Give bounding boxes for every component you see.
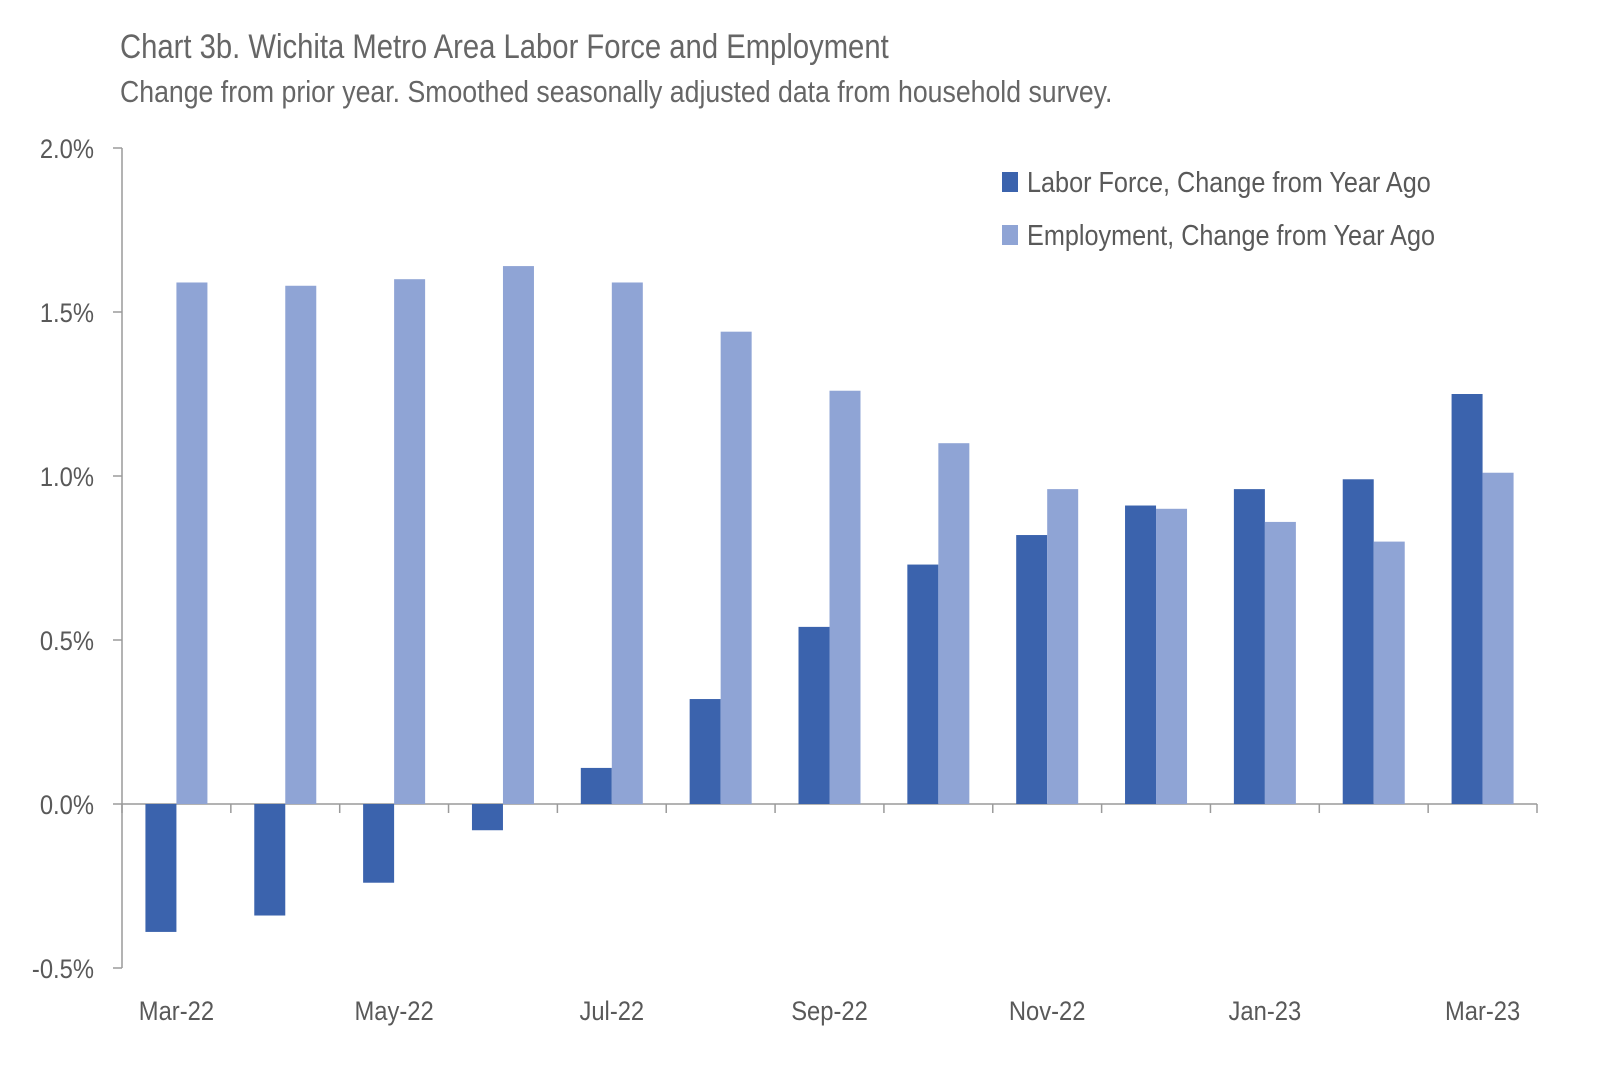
x-tick-label: Sep-22 xyxy=(791,997,868,1027)
labor-force-bar xyxy=(145,804,177,932)
x-tick-label: Mar-23 xyxy=(1445,997,1520,1027)
y-tick-label: 1.0% xyxy=(40,463,94,493)
labor-force-bar xyxy=(580,767,612,804)
x-tick-label: May-22 xyxy=(355,997,434,1027)
y-tick-label: 0.0% xyxy=(40,791,94,821)
employment-bar xyxy=(502,266,534,805)
employment-bar xyxy=(829,390,861,804)
legend-label: Employment, Change from Year Ago xyxy=(1027,218,1435,251)
x-tick-label: Mar-22 xyxy=(139,997,214,1027)
y-tick-label: -0.5% xyxy=(32,955,94,985)
employment-bar xyxy=(394,279,426,804)
legend: Labor Force, Change from Year Ago Employm… xyxy=(1002,165,1435,251)
labor-force-bar xyxy=(1451,394,1483,804)
employment-bar xyxy=(720,331,752,804)
labor-force-bar xyxy=(254,804,286,916)
x-tick-label: Jan-23 xyxy=(1229,997,1302,1027)
employment-bar xyxy=(285,285,317,804)
y-tick-label: 2.0% xyxy=(40,135,94,165)
employment-bar xyxy=(176,282,208,805)
labor-force-bar xyxy=(1125,505,1157,804)
labor-force-bar xyxy=(1342,479,1374,804)
labor-force-bar xyxy=(363,804,395,883)
labor-force-bar xyxy=(907,564,939,804)
labor-force-bar xyxy=(798,626,830,804)
legend-label: Labor Force, Change from Year Ago xyxy=(1027,165,1431,198)
y-tick-label: 0.5% xyxy=(40,627,94,657)
employment-bar xyxy=(1264,521,1296,804)
employment-bar xyxy=(611,282,643,805)
labor-force-bar xyxy=(471,804,503,831)
x-axis-ticks: Mar-22 May-22 Jul-22 Sep-22 Nov-22 Jan-23 Mar-… xyxy=(121,804,1538,1027)
x-tick-label: Nov-22 xyxy=(1009,997,1086,1027)
x-tick-label: Jul-22 xyxy=(579,997,644,1027)
legend-swatch xyxy=(1002,172,1018,192)
labor-force-bar xyxy=(689,699,721,804)
chart-subtitle: Change from prior year. Smoothed seasona… xyxy=(120,74,1113,109)
employment-bar xyxy=(1482,472,1514,804)
employment-bar xyxy=(1373,541,1405,804)
labor-force-bar xyxy=(1016,535,1048,804)
employment-bar xyxy=(1047,489,1079,804)
legend-swatch xyxy=(1002,225,1018,245)
employment-bar xyxy=(1156,508,1188,804)
bars xyxy=(145,266,1514,932)
chart-title: Chart 3b. Wichita Metro Area Labor Force… xyxy=(120,28,889,66)
y-axis-ticks: 2.0% 1.5% 1.0% 0.5% 0.0% -0.5% xyxy=(32,135,122,985)
y-tick-label: 1.5% xyxy=(40,299,94,329)
employment-bar xyxy=(938,443,970,804)
labor-force-bar xyxy=(1233,489,1265,804)
